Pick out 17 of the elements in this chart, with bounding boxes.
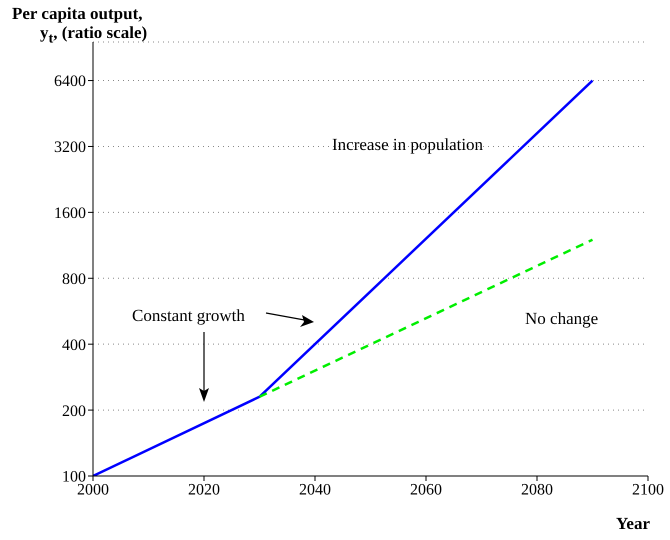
annotation: Constant growth bbox=[132, 306, 245, 326]
y-axis-title: Per capita output, y$_{t}$, (ratio scale) bbox=[12, 4, 148, 48]
annotation: Increase in population bbox=[332, 135, 484, 155]
x-tick-label: 2100 bbox=[632, 481, 664, 498]
x-tick-label: 2000 bbox=[77, 481, 109, 498]
y-tick-label: 3200 bbox=[54, 139, 86, 156]
y-tick-label: 800 bbox=[62, 270, 86, 288]
x-tick-label: 2060 bbox=[410, 481, 442, 498]
x-tick-label: 2020 bbox=[188, 481, 220, 498]
x-tick-label: 2040 bbox=[299, 481, 331, 498]
y-tick-label: 1600 bbox=[54, 205, 86, 222]
x-axis-title: Year bbox=[616, 514, 650, 534]
y-tick-label: 200 bbox=[62, 402, 86, 420]
y-tick-label: 6400 bbox=[54, 73, 86, 90]
y-tick-label: 400 bbox=[62, 336, 86, 354]
annotation: No change bbox=[525, 309, 598, 329]
x-tick-label: 2080 bbox=[521, 481, 553, 498]
